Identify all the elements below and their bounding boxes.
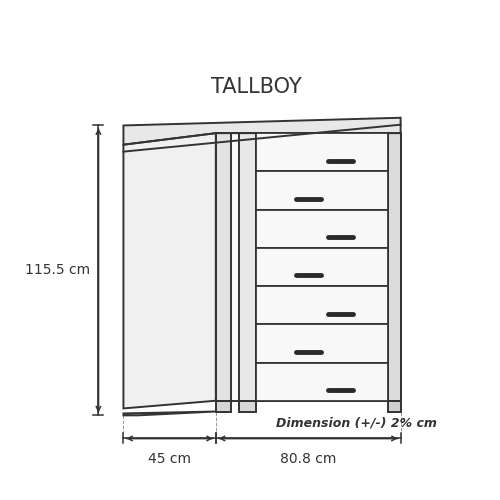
Polygon shape <box>239 133 256 400</box>
Bar <box>256 324 388 362</box>
Polygon shape <box>388 400 400 411</box>
Bar <box>256 133 388 172</box>
Bar <box>256 210 388 248</box>
Polygon shape <box>216 133 400 400</box>
Text: TALLBOY: TALLBOY <box>211 78 302 98</box>
Polygon shape <box>388 133 400 400</box>
Bar <box>256 286 388 325</box>
Polygon shape <box>124 412 216 416</box>
Polygon shape <box>216 400 231 411</box>
Text: 80.8 cm: 80.8 cm <box>280 452 336 466</box>
Bar <box>256 248 388 286</box>
Polygon shape <box>124 118 400 144</box>
Bar <box>256 362 388 401</box>
Text: 45 cm: 45 cm <box>148 452 191 466</box>
Text: 115.5 cm: 115.5 cm <box>25 264 90 278</box>
Polygon shape <box>216 133 231 400</box>
Bar <box>256 172 388 209</box>
Polygon shape <box>124 133 216 408</box>
Text: Dimension (+/-) 2% cm: Dimension (+/-) 2% cm <box>276 416 437 430</box>
Polygon shape <box>239 400 256 411</box>
